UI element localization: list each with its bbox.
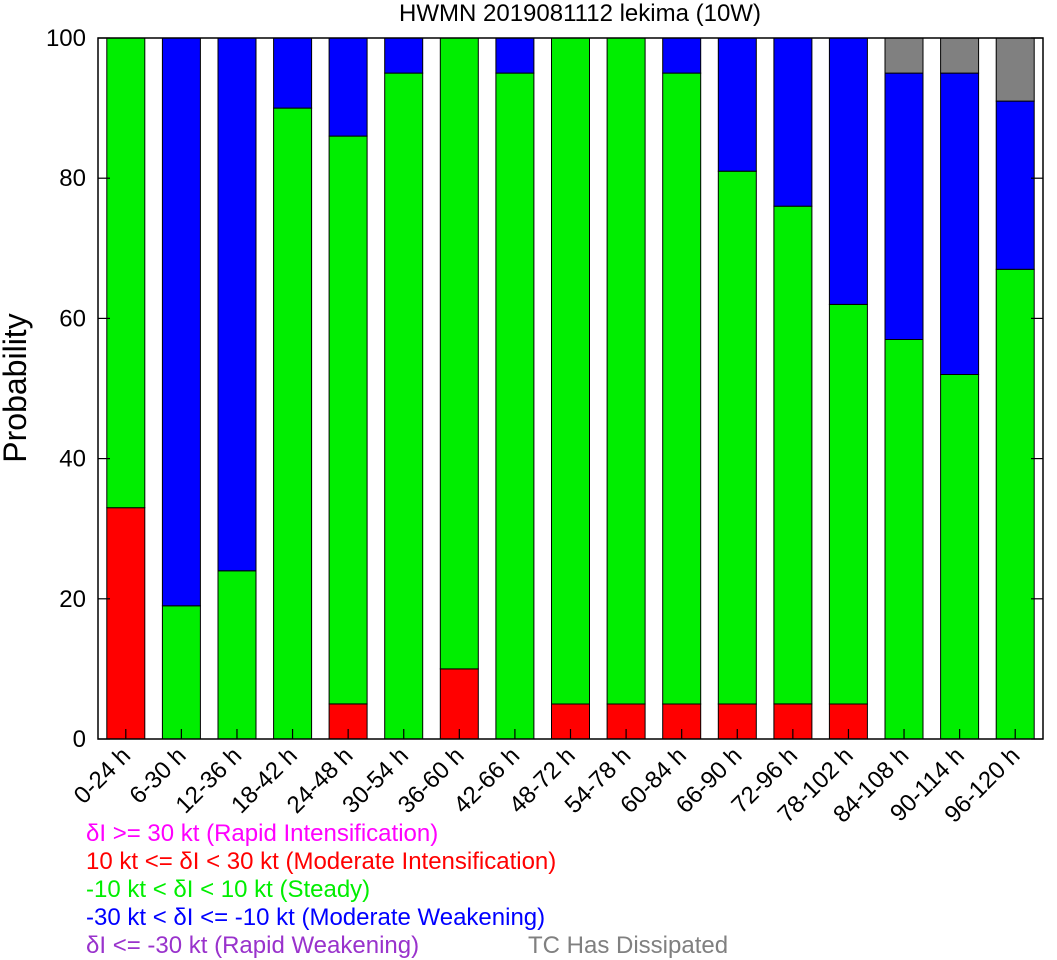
bar-segment-steady-15 bbox=[940, 374, 980, 740]
bar-segment-steady-4 bbox=[328, 135, 368, 705]
bar-segment-steady-2 bbox=[217, 570, 257, 740]
legend-item-4: δI <= -30 kt (Rapid Weakening) bbox=[86, 932, 419, 959]
y-tick-label-0: 0 bbox=[73, 726, 86, 753]
bars-layer bbox=[106, 37, 1035, 740]
bar-segment-mw-12 bbox=[773, 37, 813, 207]
bar-segment-steady-5 bbox=[384, 72, 424, 740]
bar-segment-mi-6 bbox=[439, 668, 479, 740]
bar-segment-steady-16 bbox=[995, 268, 1035, 740]
bar-segment-mw-2 bbox=[217, 37, 257, 572]
bar-segment-steady-8 bbox=[551, 37, 590, 705]
bar-segment-steady-14 bbox=[884, 338, 924, 740]
x-tick-labels: 0-24 h6-30 h12-36 h18-42 h24-48 h30-54 h… bbox=[69, 742, 1026, 828]
bar-segment-mi-0 bbox=[106, 507, 146, 740]
bar-segment-steady-13 bbox=[828, 303, 868, 705]
bar-segment-mw-4 bbox=[328, 37, 368, 137]
y-tick-label-4: 80 bbox=[59, 165, 86, 192]
bar-segment-mw-15 bbox=[940, 72, 980, 375]
bar-segment-steady-6 bbox=[439, 37, 479, 670]
bar-segment-mw-11 bbox=[717, 37, 757, 172]
y-tick-labels: 0 20 40 60 80 100 bbox=[46, 25, 86, 753]
bar-segment-mw-13 bbox=[828, 37, 868, 305]
bar-segment-mw-7 bbox=[495, 37, 535, 74]
y-axis-label: Probability bbox=[0, 313, 33, 462]
bar-segment-dissipated-14 bbox=[884, 37, 924, 74]
chart-title: HWMN 2019081112 lekima (10W) bbox=[399, 0, 761, 27]
bar-segment-steady-12 bbox=[773, 205, 813, 705]
bar-segment-steady-7 bbox=[495, 72, 535, 740]
bar-segment-dissipated-16 bbox=[995, 37, 1035, 102]
y-tick-label-5: 100 bbox=[46, 25, 86, 52]
legend: δI >= 30 kt (Rapid Intensification)10 kt… bbox=[86, 820, 728, 959]
bar-segment-mw-10 bbox=[662, 37, 702, 74]
bar-segment-steady-9 bbox=[606, 37, 646, 705]
axes-layer bbox=[97, 37, 1044, 740]
bar-segment-mw-16 bbox=[995, 100, 1035, 270]
bar-segment-steady-3 bbox=[273, 107, 313, 740]
bar-segment-mw-5 bbox=[384, 37, 424, 74]
bar-segment-steady-1 bbox=[161, 605, 201, 740]
bar-segment-steady-0 bbox=[106, 37, 146, 509]
y-tick-label-1: 20 bbox=[59, 586, 86, 613]
y-tick-label-3: 60 bbox=[59, 305, 86, 332]
legend-item-5: TC Has Dissipated bbox=[528, 932, 728, 959]
bar-segment-dissipated-15 bbox=[940, 37, 980, 74]
bar-segment-steady-11 bbox=[717, 170, 757, 705]
legend-item-2: -10 kt < δI < 10 kt (Steady) bbox=[86, 876, 370, 903]
bar-segment-mw-1 bbox=[161, 37, 201, 607]
legend-item-1: 10 kt <= δI < 30 kt (Moderate Intensific… bbox=[86, 848, 556, 875]
legend-item-3: -30 kt < δI <= -10 kt (Moderate Weakenin… bbox=[86, 904, 545, 931]
y-tick-label-2: 40 bbox=[59, 446, 86, 473]
legend-item-0: δI >= 30 kt (Rapid Intensification) bbox=[86, 820, 438, 847]
bar-segment-steady-10 bbox=[662, 72, 702, 705]
bar-segment-mw-3 bbox=[273, 37, 313, 109]
bar-segment-mw-14 bbox=[884, 72, 924, 340]
